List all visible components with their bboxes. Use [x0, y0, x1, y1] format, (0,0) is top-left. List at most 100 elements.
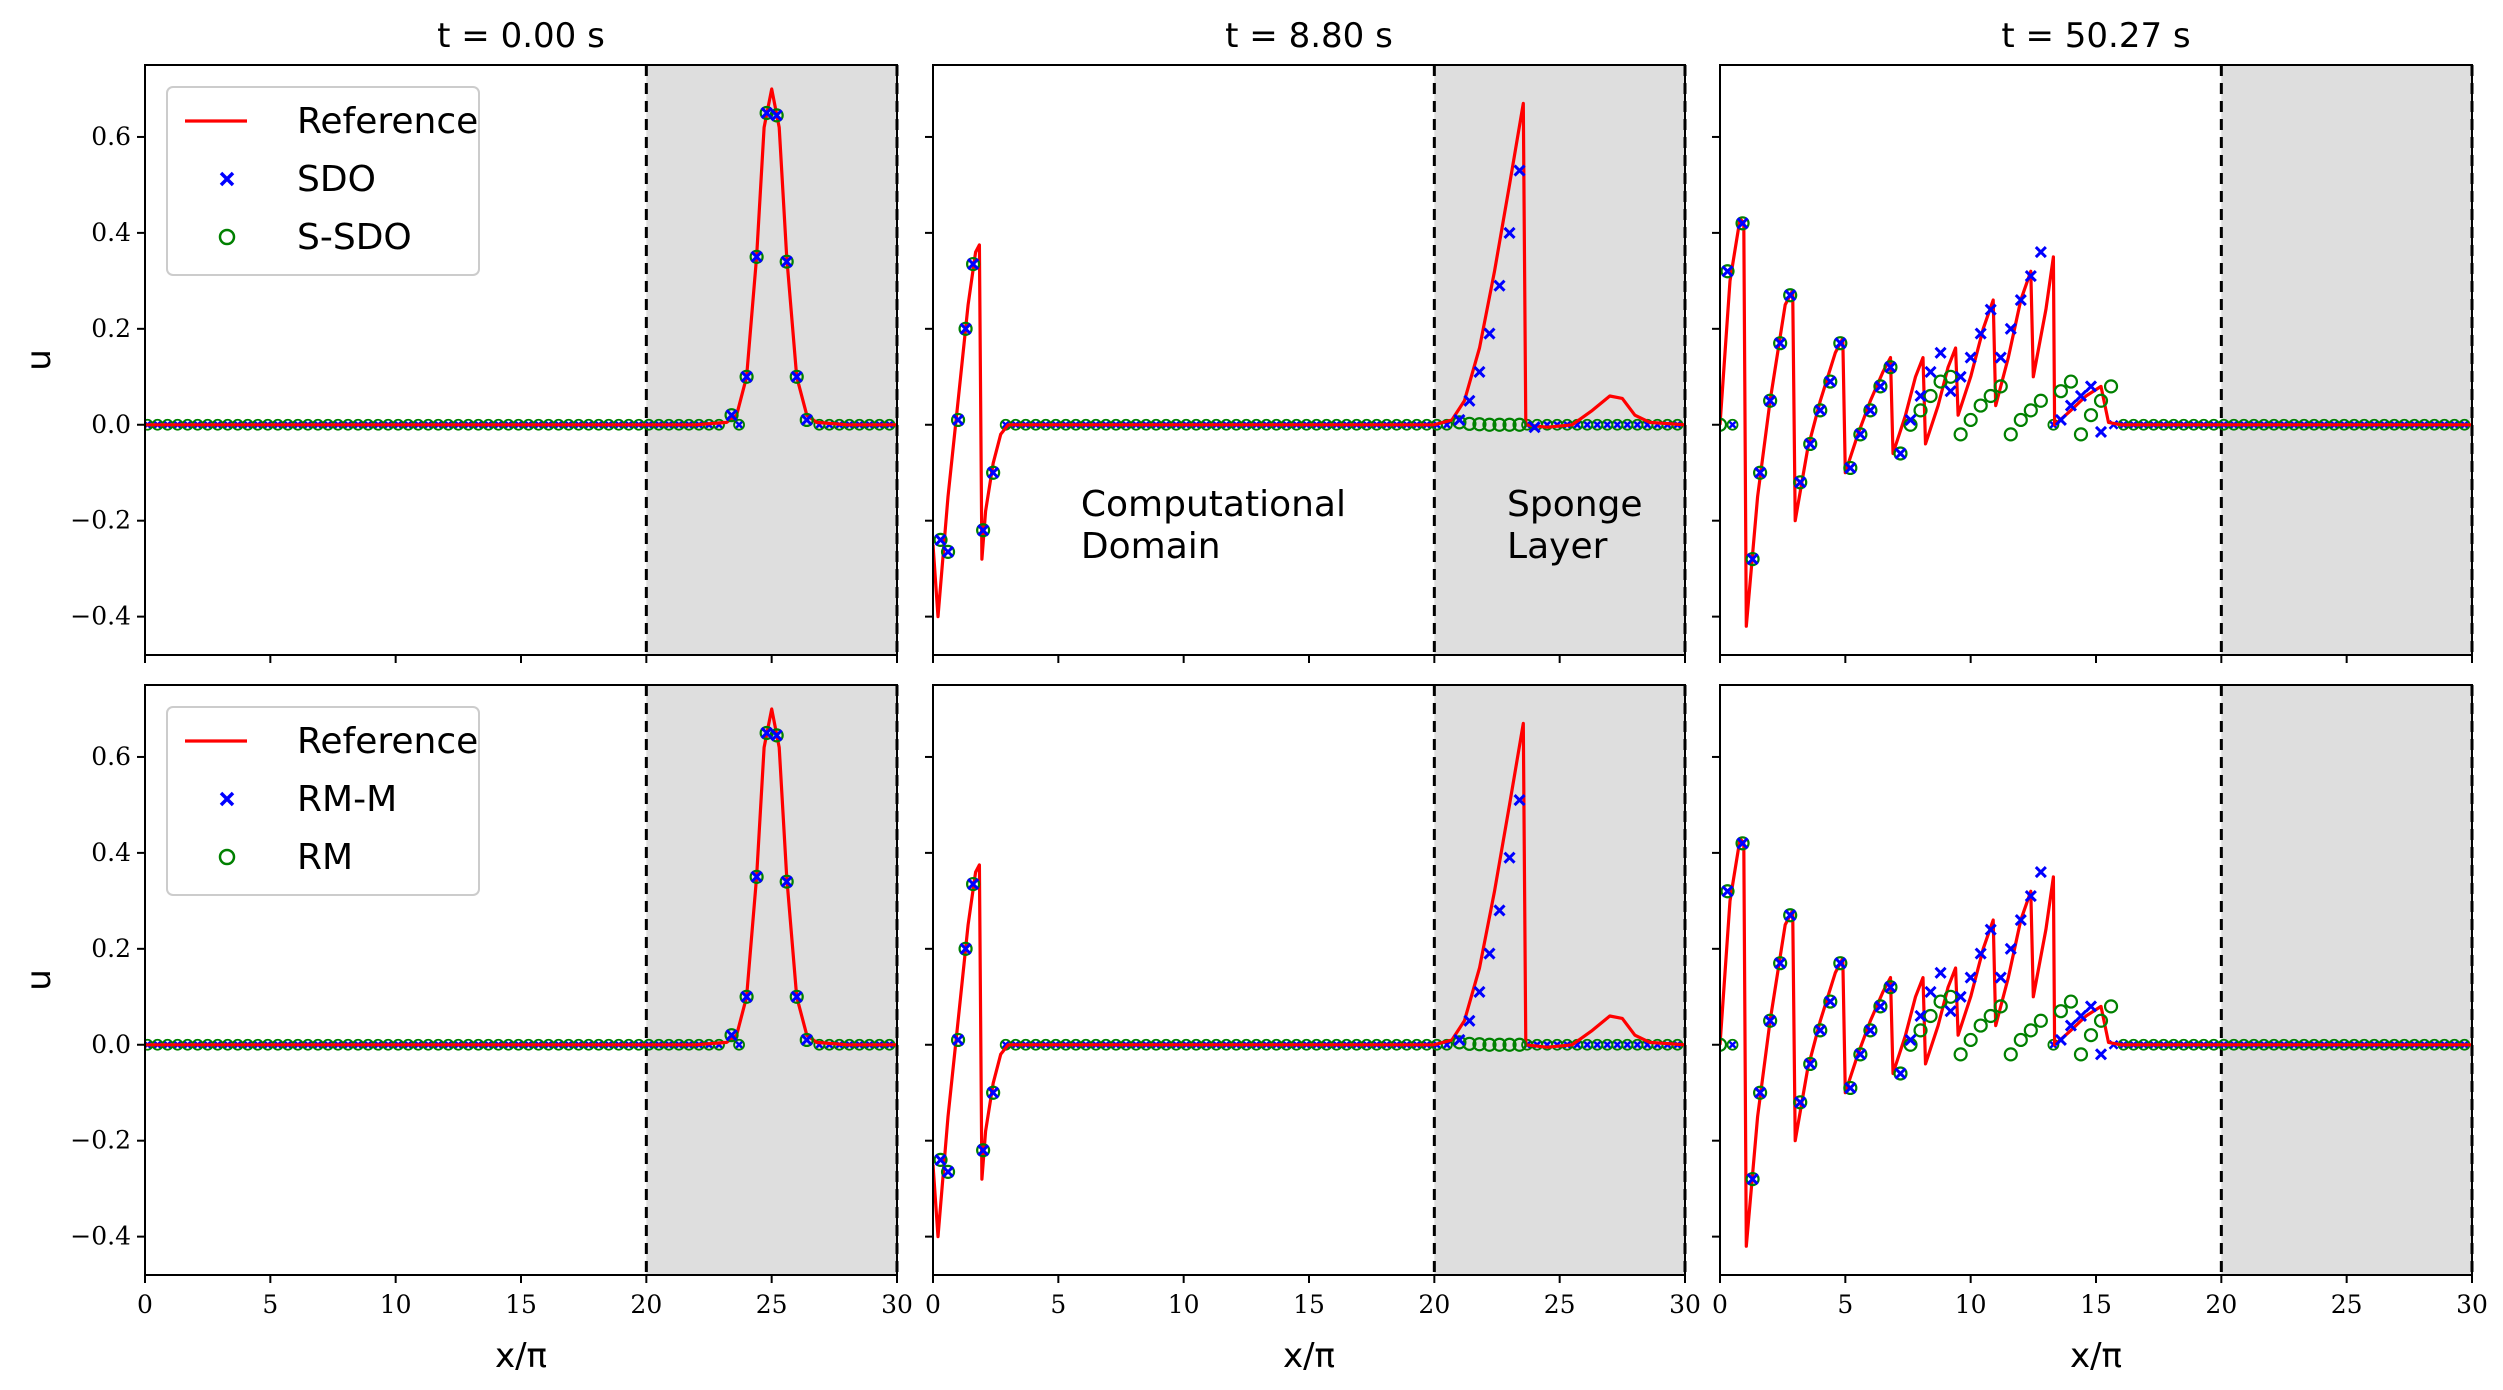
- data-point-rm: [1853, 1047, 1868, 1062]
- data-point-sdo: [800, 413, 813, 427]
- y-tick-label: 0.2: [91, 314, 131, 343]
- x-tick-label: 30: [881, 1290, 913, 1319]
- y-axis-label: u: [19, 349, 59, 371]
- data-point-rm: [1943, 989, 1958, 1004]
- data-point-rm: [2073, 1047, 2089, 1062]
- baseline-marker-x: [1727, 419, 1738, 430]
- data-point-s-sdo: [1720, 417, 1728, 432]
- data-point-rm: [1863, 1023, 1878, 1038]
- data-point-rm: [1963, 1032, 1978, 1048]
- data-point-rm-m: [934, 1153, 947, 1166]
- baseline-marker-o: [733, 418, 745, 431]
- data-point-rm: [1720, 1037, 1728, 1052]
- x-tick-label: 10: [1955, 1290, 1987, 1319]
- data-point-sdo: [760, 106, 773, 120]
- data-point-rm-m: [1453, 1033, 1466, 1047]
- data-point-s-sdo: [1893, 446, 1908, 461]
- data-point-rm: [2053, 1004, 2069, 1019]
- data-point-rm: [958, 941, 973, 956]
- data-point-s-sdo: [2023, 403, 2038, 418]
- y-tick-label: 0.4: [91, 218, 131, 247]
- data-point-rm-m: [1884, 981, 1897, 994]
- data-point-rm-m: [1814, 1024, 1827, 1037]
- plot-area: [145, 87, 897, 431]
- data-point-rm: [2003, 1047, 2018, 1062]
- reference-line: [933, 721, 1685, 1239]
- data-point-rm: [1773, 956, 1788, 971]
- data-point-sdo: [1904, 413, 1917, 427]
- data-point-s-sdo: [976, 523, 991, 538]
- data-point-rm: [1813, 1023, 1828, 1038]
- data-point-rm: [749, 869, 764, 884]
- data-point-rm: [1923, 1008, 1938, 1024]
- panel-title: t = 0.00 s: [437, 16, 605, 56]
- baseline-marker-x: [734, 1039, 744, 1050]
- x-axis-label: x/π: [2070, 1336, 2122, 1376]
- data-point-rm: [1993, 999, 2008, 1014]
- data-point-rm-m: [1844, 1081, 1857, 1094]
- data-point-rm: [1783, 908, 1798, 923]
- data-point-rm-m: [1914, 1009, 1927, 1023]
- data-point-rm: [739, 989, 754, 1004]
- data-point-s-sdo: [1833, 336, 1848, 351]
- data-point-s-sdo: [2083, 408, 2099, 423]
- data-point-rm-m: [725, 1029, 738, 1042]
- data-point-rm-m: [1964, 971, 1977, 984]
- legend-swatch-x: [219, 171, 235, 187]
- data-point-rm-m: [2094, 1048, 2108, 1061]
- data-point-rm-m: [1834, 957, 1847, 970]
- sponge-layer-region: [2221, 65, 2472, 655]
- data-point-rm-m: [1784, 909, 1797, 922]
- x-tick-label: 10: [1168, 1290, 1200, 1319]
- data-point-rm-m: [1736, 837, 1749, 850]
- data-point-rm-m: [1984, 923, 1997, 936]
- data-point-rm-m: [750, 870, 763, 883]
- data-point-rm-m: [1904, 1033, 1917, 1047]
- data-point-sdo: [2064, 399, 2077, 412]
- data-point-sdo: [1854, 428, 1867, 441]
- data-point-rm-m: [1874, 1000, 1887, 1013]
- data-point-rm-m: [1974, 947, 1987, 960]
- data-point-rm-m: [770, 729, 783, 742]
- data-point-s-sdo: [1993, 379, 2008, 394]
- data-point-rm-m: [2014, 913, 2027, 927]
- data-point-rm-m: [1924, 985, 1937, 999]
- data-point-rm-m: [1934, 966, 1947, 979]
- region-annotation: Sponge: [1507, 484, 1643, 525]
- data-point-sdo: [1463, 394, 1476, 407]
- data-point-rm-m: [952, 1033, 965, 1047]
- data-point-rm-m: [1864, 1024, 1877, 1037]
- data-point-rm-m: [967, 878, 980, 891]
- sponge-layer-region: [646, 685, 897, 1275]
- data-point-rm: [1472, 1037, 1487, 1052]
- x-tick-label: 10: [380, 1290, 412, 1319]
- data-point-s-sdo: [958, 321, 973, 336]
- baseline-marker-x: [1727, 1039, 1738, 1050]
- data-point-rm: [1873, 999, 1888, 1014]
- x-tick-label: 30: [2456, 1290, 2488, 1319]
- data-point-rm-m: [1954, 990, 1967, 1003]
- data-point-rm-m: [1854, 1048, 1867, 1061]
- data-point-s-sdo: [950, 412, 966, 428]
- data-point-rm: [2083, 1028, 2099, 1043]
- data-point-sdo: [2074, 389, 2088, 403]
- data-point-sdo: [2054, 413, 2067, 427]
- x-tick-label: 25: [756, 1290, 788, 1319]
- data-point-rm-m: [1994, 971, 2007, 984]
- data-point-s-sdo: [1973, 398, 1988, 413]
- x-tick-label: 20: [1418, 1290, 1450, 1319]
- region-annotation: Computational: [1081, 484, 1346, 525]
- panel-title: t = 8.80 s: [1225, 16, 1393, 56]
- data-point-rm: [2013, 1032, 2028, 1048]
- data-point-s-sdo: [986, 465, 1001, 480]
- baseline-marker-x: [1602, 419, 1613, 430]
- data-point-rm: [1452, 1035, 1467, 1050]
- x-tick-label: 0: [925, 1290, 941, 1319]
- data-point-s-sdo: [1745, 551, 1760, 567]
- x-tick-label: 15: [1293, 1290, 1325, 1319]
- data-point-rm: [1492, 1037, 1507, 1052]
- data-point-rm: [1833, 956, 1848, 971]
- legend-label: RM-M: [297, 779, 397, 820]
